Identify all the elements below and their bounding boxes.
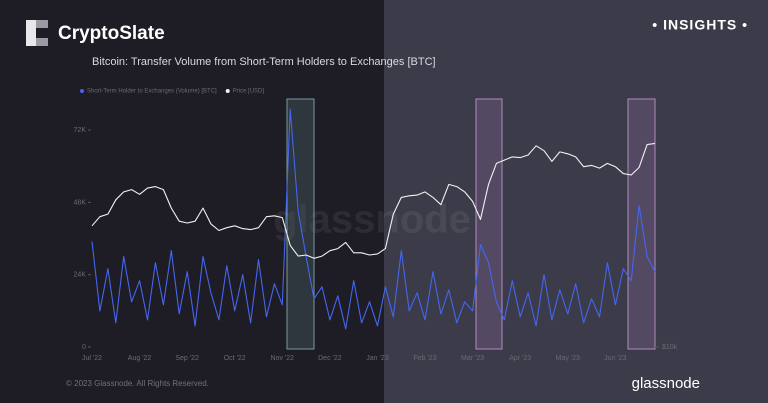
y-tick-label: 24K (74, 272, 87, 279)
badge: • INSIGHTS • (652, 17, 748, 33)
legend-label: Short-Term Holder to Exchanges (Volume) … (87, 89, 217, 95)
x-tick-label: Aug '22 (128, 355, 152, 362)
x-tick-label: Sep '22 (175, 355, 199, 362)
y-tick-label: 0 (82, 344, 86, 351)
y-tick-label: 48K (74, 199, 87, 206)
legend-swatch (225, 89, 230, 93)
x-tick-label: Oct '22 (224, 355, 246, 362)
logo-mark (36, 38, 48, 46)
x-tick-label: Apr '23 (509, 355, 531, 362)
chart: 0 24K 48K 72K $10k Jul '22 Aug '22 Sep '22 Oct '… (74, 89, 678, 362)
brand-logo (26, 20, 48, 46)
x-tick-label: Jul '22 (82, 355, 102, 362)
x-tick-label: May '23 (556, 355, 580, 362)
series-line (91, 142, 656, 259)
x-tick-label: Jan '23 (366, 355, 388, 362)
x-tick-label: Dec '22 (318, 355, 342, 362)
dark-panel (0, 0, 384, 403)
highlight-box (475, 98, 503, 350)
legend-label: Price [USD] (233, 89, 265, 95)
chart-title: Bitcoin: Transfer Volume from Short-Term… (92, 56, 436, 68)
logo-mark (26, 20, 36, 46)
x-tick-label: Nov '22 (271, 355, 295, 362)
series-line (91, 108, 656, 330)
y2-tick-label: $10k (662, 344, 678, 351)
x-tick-label: Mar '23 (461, 355, 484, 362)
y-tick-label: 72K (74, 127, 87, 134)
copyright: © 2023 Glassnode. All Rights Reserved. (66, 379, 209, 388)
brand-name: CryptoSlate (58, 23, 165, 44)
logo-mark (36, 20, 48, 28)
legend-swatch (80, 89, 84, 93)
x-tick-label: Feb '23 (413, 355, 436, 362)
x-tick-label: Jun '23 (604, 355, 626, 362)
watermark: glassnode (273, 198, 471, 242)
footer-logo: glassnode (632, 375, 700, 392)
